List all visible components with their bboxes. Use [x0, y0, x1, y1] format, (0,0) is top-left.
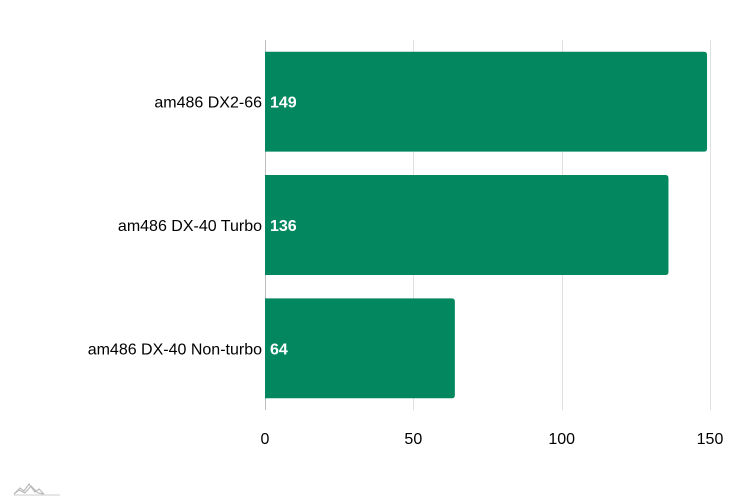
x-tick-label-100: 100: [548, 431, 575, 448]
category-label-1: am486 DX-40 Turbo: [118, 218, 262, 235]
labels: am486 DX2-66 149 am486 DX-40 Turbo 136 am486…: [88, 95, 297, 359]
bar-0[interactable]: [265, 51, 708, 152]
category-label-0: am486 DX2-66: [154, 95, 262, 112]
data-label-2: 64: [270, 341, 288, 358]
bar-2[interactable]: [265, 298, 455, 399]
category-label-2: am486 DX-40 Non-turbo: [88, 341, 262, 358]
data-label-1: 136: [270, 218, 297, 235]
x-axis-ticks: 0 50 100 150: [261, 431, 724, 448]
data-label-0: 149: [270, 95, 297, 112]
bar-1[interactable]: [265, 175, 669, 275]
amcharts-logo-icon[interactable]: [13, 482, 60, 496]
x-tick-label-50: 50: [404, 431, 422, 448]
x-tick-label-0: 0: [261, 431, 270, 448]
x-tick-label-150: 150: [697, 431, 724, 448]
bars: [265, 51, 708, 399]
